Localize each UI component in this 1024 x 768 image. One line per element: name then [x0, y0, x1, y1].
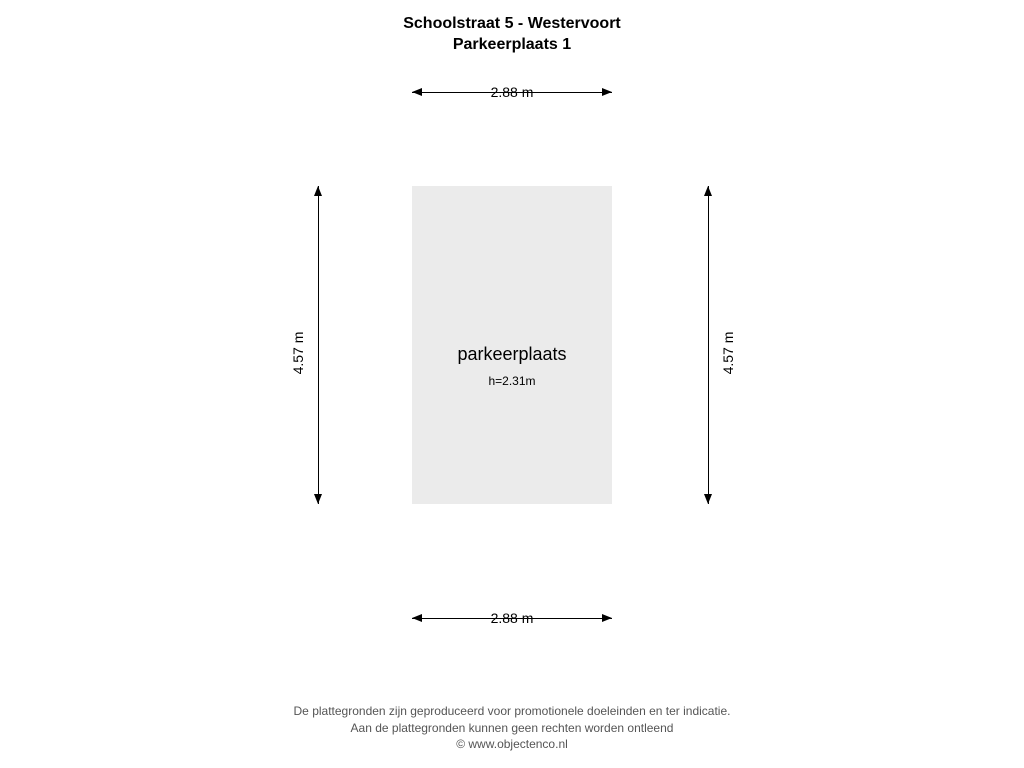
arrowhead-left-up [314, 186, 322, 196]
dimension-label-right: 4.57 m [720, 323, 736, 383]
footer-line-1: De plattegronden zijn geproduceerd voor … [0, 703, 1024, 719]
title-line-2: Parkeerplaats 1 [0, 35, 1024, 56]
title-line-1: Schoolstraat 5 - Westervoort [0, 14, 1024, 35]
dimension-label-top: 2.88 m [412, 84, 612, 100]
footer-line-3: © www.objectenco.nl [0, 736, 1024, 752]
dimension-line-left [318, 186, 319, 504]
footer-line-2: Aan de plattegronden kunnen geen rechten… [0, 720, 1024, 736]
arrowhead-right-up [704, 186, 712, 196]
room-height-label: h=2.31m [412, 374, 612, 388]
dimension-line-right [708, 186, 709, 504]
dimension-label-bottom: 2.88 m [412, 610, 612, 626]
footer: De plattegronden zijn geproduceerd voor … [0, 703, 1024, 752]
arrowhead-right-down [704, 494, 712, 504]
room-label: parkeerplaats [412, 344, 612, 365]
title-block: Schoolstraat 5 - Westervoort Parkeerplaa… [0, 14, 1024, 56]
arrowhead-left-down [314, 494, 322, 504]
dimension-label-left: 4.57 m [290, 323, 306, 383]
